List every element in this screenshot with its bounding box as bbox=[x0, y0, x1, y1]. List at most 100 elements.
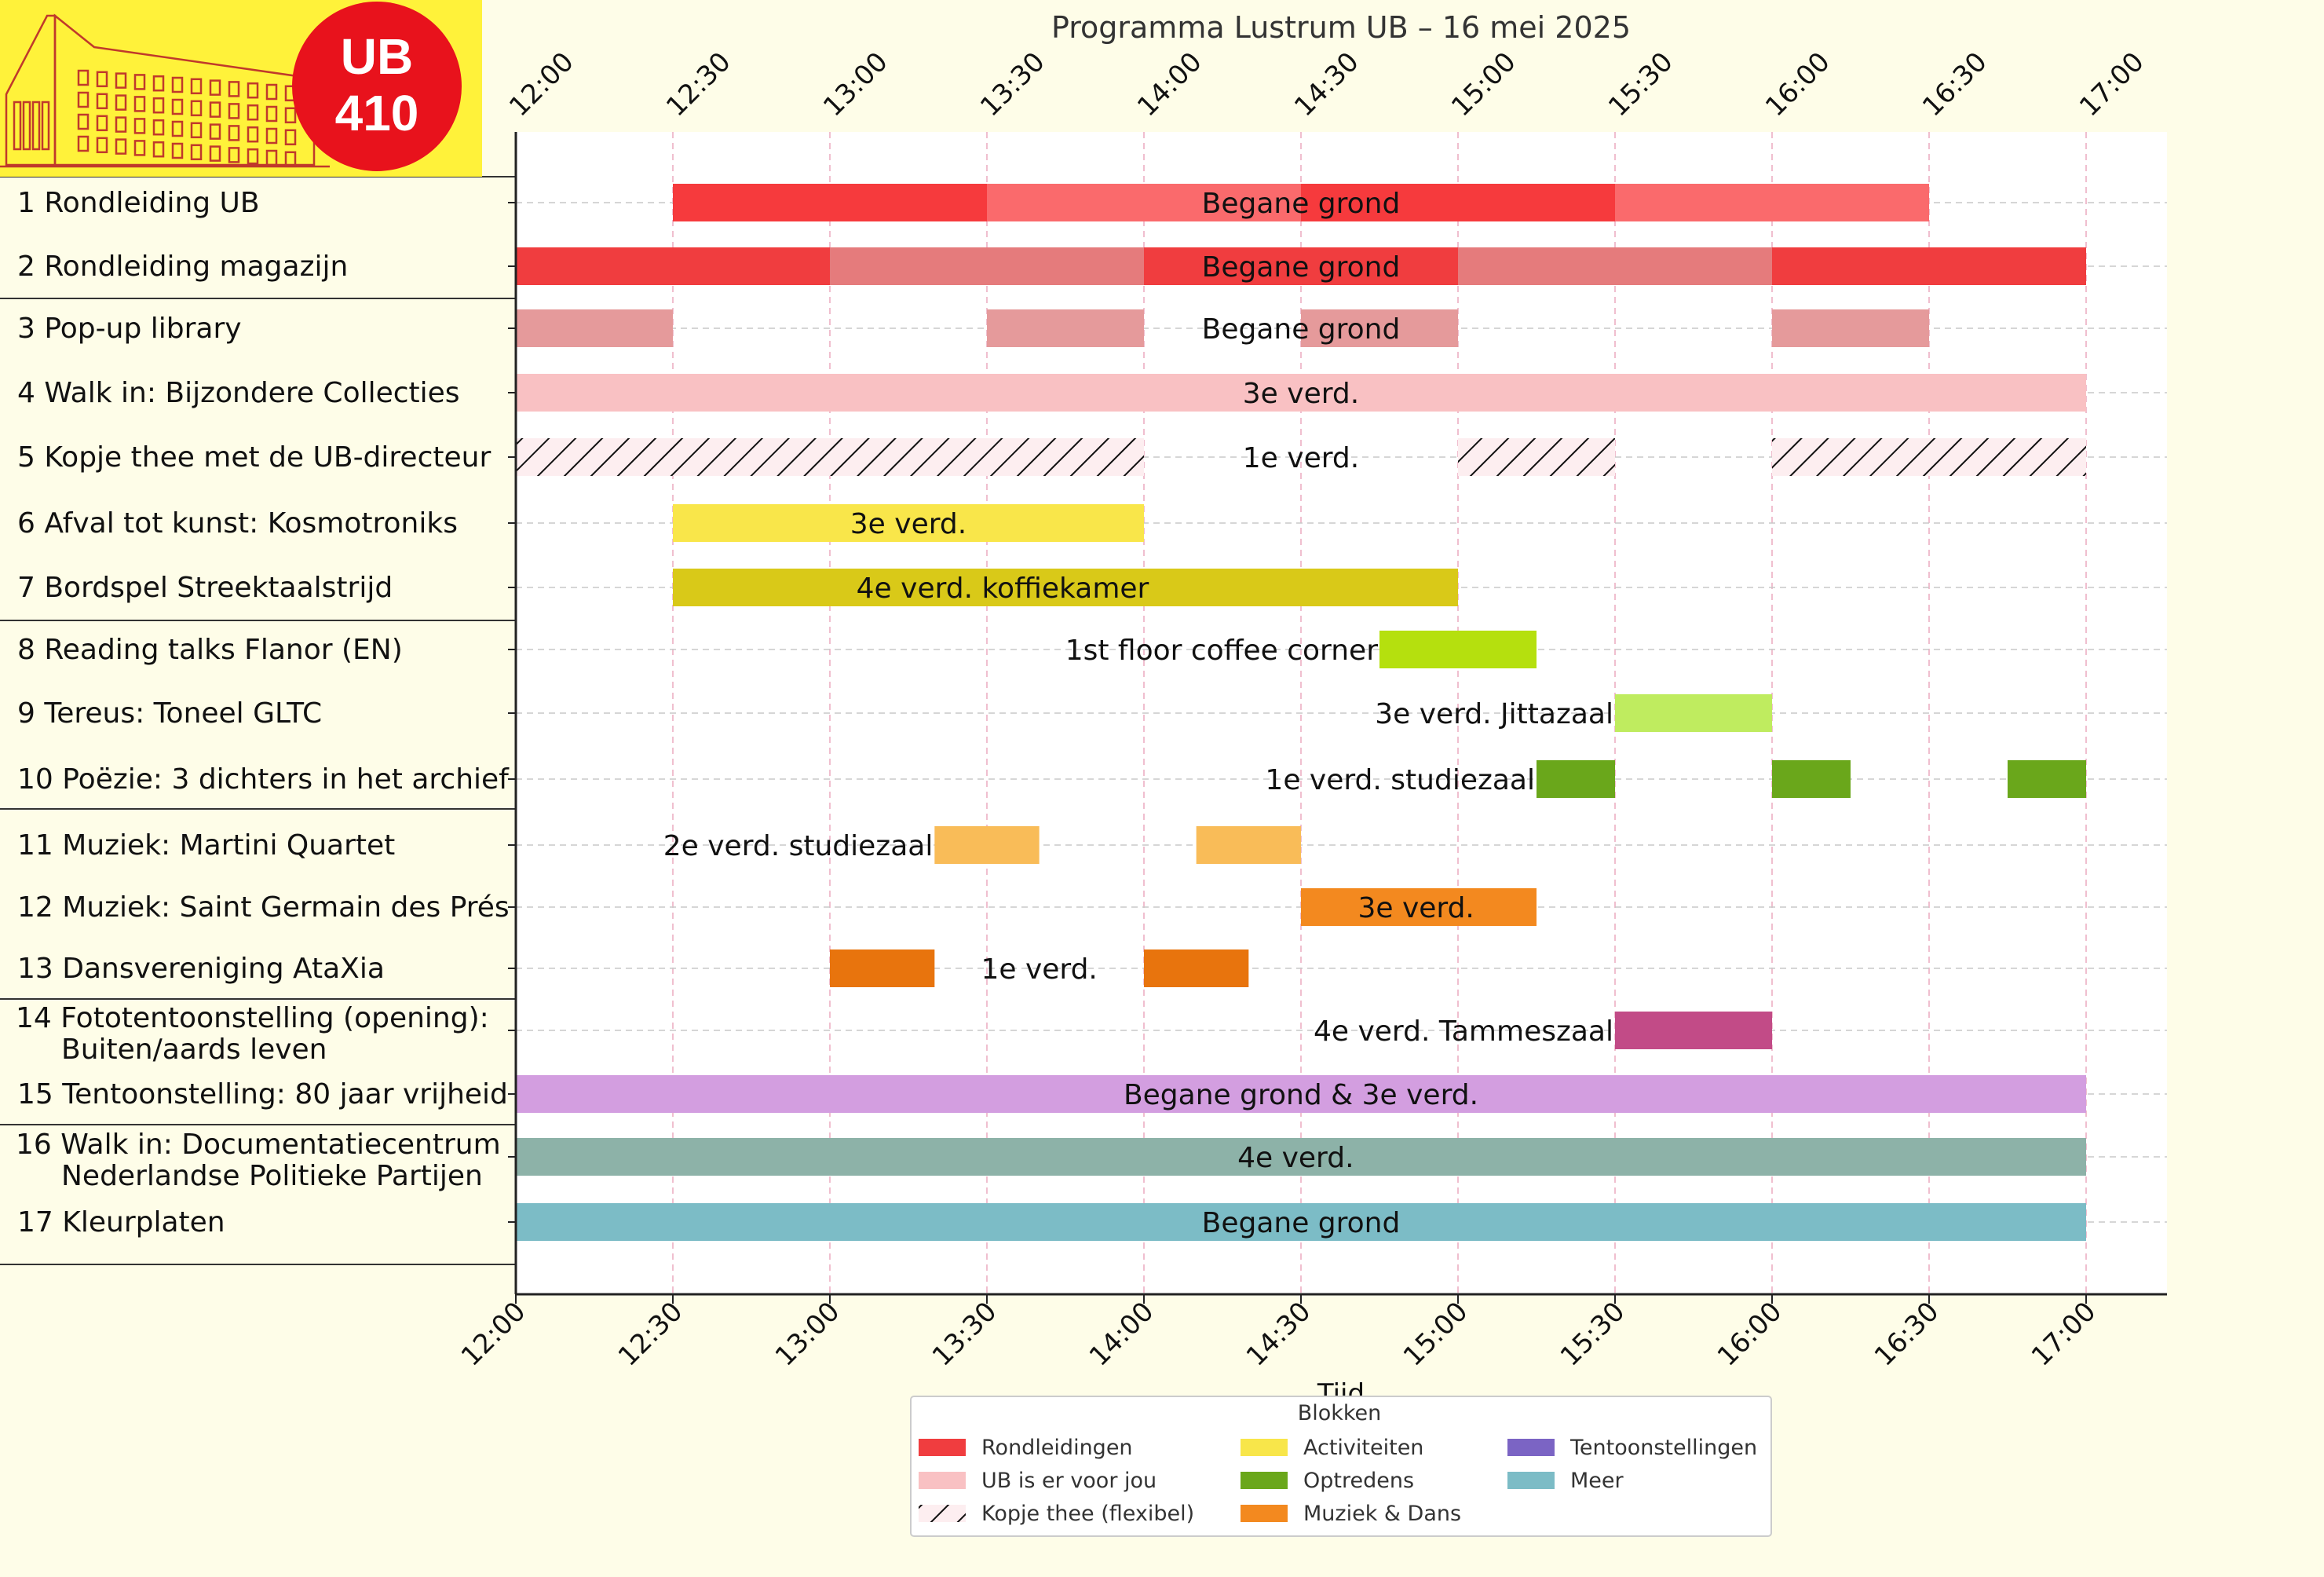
building-window bbox=[247, 148, 259, 165]
legend-swatch bbox=[1507, 1472, 1555, 1489]
row-label: 12 Muziek: Saint Germain des Prés bbox=[17, 891, 510, 924]
bar-location-label: 1e verd. bbox=[981, 953, 1097, 986]
building-window bbox=[247, 126, 259, 143]
legend-entry-label: UB is er voor jou bbox=[981, 1469, 1157, 1493]
building-window bbox=[228, 147, 240, 163]
bar-segment bbox=[2008, 760, 2086, 798]
legend-entry-label: Tentoonstellingen bbox=[1569, 1436, 1757, 1460]
building-window bbox=[133, 118, 146, 134]
bar-segment bbox=[1615, 1012, 1772, 1049]
bar-location-label: 4e verd. Tammeszaal bbox=[1314, 1015, 1613, 1048]
legend-entry-label: Muziek & Dans bbox=[1303, 1502, 1461, 1526]
building-window bbox=[171, 98, 184, 115]
building-window bbox=[133, 140, 146, 156]
row-label: 16 Walk in: Documentatiecentrum bbox=[16, 1129, 501, 1161]
bar-segment bbox=[516, 374, 2086, 412]
bar-segment bbox=[987, 309, 1144, 347]
x-tick-label-bottom: 15:00 bbox=[1398, 1296, 1474, 1373]
building-window bbox=[152, 141, 165, 158]
bar-location-label: 3e verd. Jittazaal bbox=[1375, 698, 1613, 730]
row-label: 13 Dansvereniging AtaXia bbox=[17, 953, 385, 985]
building-window bbox=[228, 81, 240, 97]
bar-location-label: Begane grond bbox=[1202, 313, 1401, 346]
building-window bbox=[96, 93, 108, 110]
row-label-line2: Buiten/aards leven bbox=[61, 1034, 327, 1066]
building-window bbox=[228, 103, 240, 119]
logo-text-410: 410 bbox=[335, 85, 419, 141]
building-window bbox=[115, 116, 127, 133]
bar-segment bbox=[516, 247, 830, 285]
building-window bbox=[284, 129, 297, 146]
legend-swatch bbox=[1241, 1505, 1288, 1522]
x-tick-label-bottom: 16:30 bbox=[1869, 1296, 1946, 1373]
bar-segment bbox=[1615, 184, 1929, 221]
bar-segment bbox=[516, 1203, 2086, 1241]
legend-swatch bbox=[1241, 1472, 1288, 1489]
building-window bbox=[190, 144, 203, 161]
x-tick-label-top: 15:30 bbox=[1602, 46, 1679, 123]
row-label: 9 Tereus: Toneel GLTC bbox=[17, 697, 322, 730]
bar-segment bbox=[1615, 694, 1772, 732]
bar-segment bbox=[1379, 631, 1537, 668]
legend-swatch bbox=[1241, 1439, 1288, 1456]
building-window bbox=[133, 96, 146, 112]
legend-entry-label: Kopje thee (flexibel) bbox=[981, 1502, 1194, 1526]
x-tick-label-top: 13:00 bbox=[817, 46, 894, 123]
bar-segment bbox=[830, 247, 1144, 285]
building-window bbox=[77, 69, 90, 86]
bar-location-label: 3e verd. bbox=[1243, 378, 1359, 410]
bar-segment bbox=[1772, 438, 2086, 476]
building-window bbox=[265, 149, 278, 166]
bar-segment bbox=[673, 569, 1458, 606]
bar-location-label: 2e verd. studiezaal bbox=[663, 830, 934, 862]
row-label: 11 Muziek: Martini Quartet bbox=[17, 829, 395, 862]
x-tick-label-top: 12:30 bbox=[660, 46, 737, 123]
bar-segment bbox=[516, 309, 673, 347]
row-label: 15 Tentoonstelling: 80 jaar vrijheid bbox=[17, 1078, 508, 1110]
building-window bbox=[190, 122, 203, 139]
bar-segment bbox=[1196, 826, 1301, 864]
building-window bbox=[77, 135, 90, 152]
bar-segment bbox=[516, 1075, 2086, 1113]
building-window bbox=[77, 91, 90, 108]
legend-entry-label: Rondleidingen bbox=[981, 1436, 1133, 1460]
bar-segment bbox=[1537, 760, 1615, 798]
bar-segment bbox=[516, 1138, 2086, 1176]
building-window bbox=[96, 115, 108, 132]
building-window bbox=[209, 145, 221, 162]
bar-location-label: 4e verd. bbox=[1237, 1142, 1354, 1174]
legend-swatch bbox=[919, 1472, 966, 1489]
building-window bbox=[115, 94, 127, 111]
bar-location-label: Begane grond & 3e verd. bbox=[1124, 1079, 1478, 1111]
row-label-line2: Nederlandse Politieke Partijen bbox=[61, 1160, 483, 1192]
x-tick-label-bottom: 12:30 bbox=[612, 1296, 689, 1373]
legend-entry-label: Activiteiten bbox=[1303, 1436, 1423, 1460]
logo-circle bbox=[292, 2, 462, 171]
legend-entry-label: Optredens bbox=[1303, 1469, 1414, 1493]
row-label: 8 Reading talks Flanor (EN) bbox=[17, 634, 403, 666]
x-tick-label-bottom: 14:00 bbox=[1083, 1296, 1160, 1373]
bar-location-label: 1e verd. studiezaal bbox=[1265, 764, 1535, 796]
bar-location-label: Begane grond bbox=[1202, 1207, 1401, 1239]
bar-segment bbox=[1458, 247, 1772, 285]
bar-segment bbox=[1301, 888, 1537, 926]
x-tick-label-bottom: 16:00 bbox=[1712, 1296, 1789, 1373]
building-window bbox=[190, 78, 203, 95]
row-label: 1 Rondleiding UB bbox=[17, 187, 260, 219]
bar-location-label: 3e verd. bbox=[850, 508, 967, 540]
building-window bbox=[209, 101, 221, 118]
x-tick-label-top: 14:00 bbox=[1131, 46, 1208, 123]
bar-location-label: 4e verd. koffiekamer bbox=[857, 573, 1149, 605]
building-window bbox=[171, 76, 184, 93]
building-window bbox=[77, 113, 90, 130]
bar-segment bbox=[934, 826, 1040, 864]
x-tick-label-top: 16:30 bbox=[1917, 46, 1993, 123]
legend-swatch bbox=[919, 1505, 966, 1522]
x-tick-label-bottom: 15:30 bbox=[1555, 1296, 1632, 1373]
building-window bbox=[265, 105, 278, 123]
building-window bbox=[265, 127, 278, 145]
row-label: 4 Walk in: Bijzondere Collecties bbox=[17, 377, 460, 409]
row-label: 14 Fototentoonstelling (opening): bbox=[16, 1002, 489, 1034]
building-window bbox=[41, 101, 50, 151]
